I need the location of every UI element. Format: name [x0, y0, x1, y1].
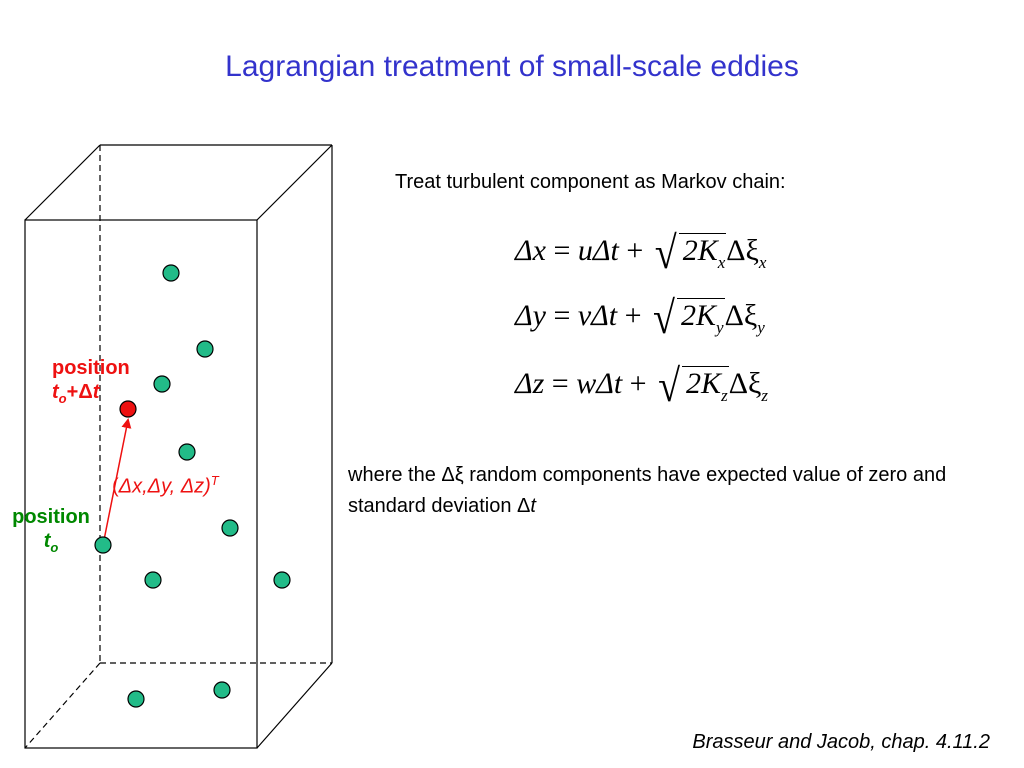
final-position-label: position to+Δt — [52, 356, 130, 411]
particle — [178, 443, 196, 461]
box-top-right-edge — [256, 144, 333, 221]
particle — [162, 264, 180, 282]
citation: Brasseur and Jacob, chap. 4.11.2 — [692, 731, 990, 753]
box-top-left-edge — [24, 144, 101, 221]
initial-position-time: to — [43, 530, 59, 555]
noise-description: where the Δξ random components have expe… — [348, 464, 947, 517]
box-front-face — [24, 219, 258, 749]
box-bottom-right-edge — [256, 662, 333, 749]
equation-z: Δz = wΔt + √ 2KzΔξz — [515, 359, 768, 412]
final-position-time: to+Δt — [52, 381, 100, 406]
displacement-arrow — [102, 418, 132, 546]
particle — [196, 340, 214, 358]
displacement-label: (Δx,Δy, Δz)T — [112, 473, 219, 498]
particle — [273, 571, 291, 589]
box-hidden-edge-diagonal — [24, 662, 101, 749]
equation-y: Δy = vΔt + √ 2KyΔξy — [515, 291, 765, 344]
page-title: Lagrangian treatment of small-scale eddi… — [225, 50, 799, 83]
particle-final-position — [119, 400, 137, 418]
final-position-word: position — [52, 357, 130, 379]
initial-position-word: position — [12, 506, 90, 528]
particle-initial-position — [94, 536, 112, 554]
particle — [213, 681, 231, 699]
particle — [144, 571, 162, 589]
intro-text: Treat turbulent component as Markov chai… — [395, 171, 786, 193]
particle — [153, 375, 171, 393]
particles — [94, 264, 291, 708]
equation-x: Δx = uΔt + √ 2KxΔξx — [515, 226, 767, 279]
initial-position-label: position to — [1, 505, 101, 560]
particle — [221, 519, 239, 537]
particle — [127, 690, 145, 708]
